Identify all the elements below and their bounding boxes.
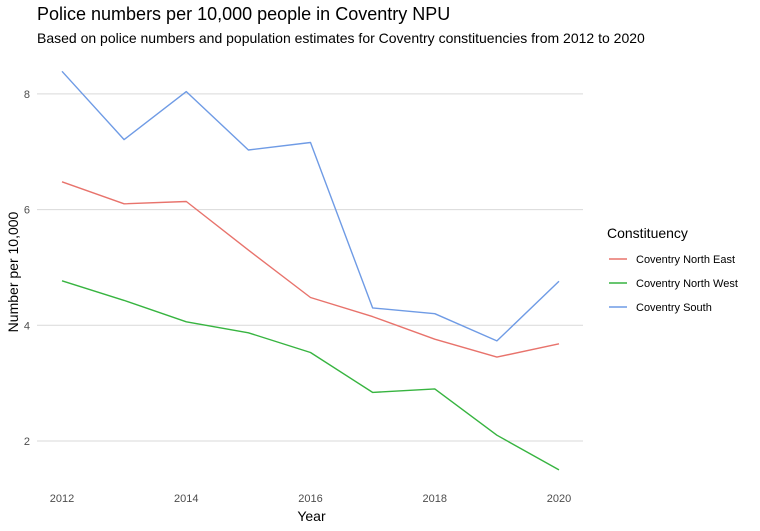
y-axis-title: Number per 10,000 [5, 211, 21, 332]
series-line-coventry-north-west [61, 280, 560, 471]
chart-title: Police numbers per 10,000 people in Cove… [37, 4, 451, 24]
x-axis-title: Year [297, 508, 326, 524]
gridlines [37, 93, 583, 442]
x-tick-label: 2020 [547, 493, 571, 505]
legend-label: Coventry South [636, 302, 712, 314]
legend-label: Coventry North West [636, 278, 738, 290]
y-tick-label: 6 [24, 205, 30, 217]
series-line-coventry-south [61, 70, 560, 342]
y-tick-label: 8 [24, 89, 30, 101]
y-tick-label: 4 [24, 320, 30, 332]
x-axis-ticks: 2012 2014 2016 2018 2020 [50, 493, 571, 505]
chart-subtitle: Based on police numbers and population e… [37, 30, 645, 46]
series-line-coventry-north-east [61, 181, 560, 358]
series-lines [61, 70, 560, 471]
x-tick-label: 2012 [50, 493, 74, 505]
x-tick-label: 2018 [423, 493, 447, 505]
y-tick-label: 2 [24, 436, 30, 448]
legend-items: Coventry North East Coventry North West Co… [609, 254, 738, 314]
legend-title: Constituency [607, 225, 688, 241]
y-axis-ticks: 2 4 6 8 [24, 89, 30, 448]
x-tick-label: 2014 [174, 493, 198, 505]
legend-label: Coventry North East [636, 254, 735, 266]
x-tick-label: 2016 [298, 493, 322, 505]
legend: Constituency Coventry North EastCoventry… [607, 225, 738, 314]
